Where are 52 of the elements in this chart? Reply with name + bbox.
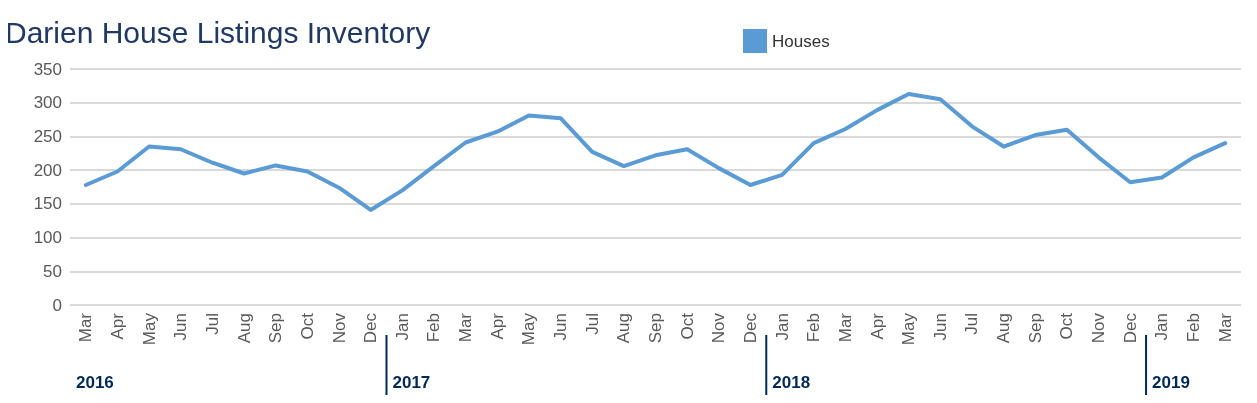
x-tick-label: Jan (1152, 313, 1172, 341)
x-tick-label: May (519, 312, 539, 346)
x-tick-label: Apr (487, 312, 507, 340)
legend-label: Houses (772, 31, 830, 51)
chart-title: Darien House Listings Inventory (5, 15, 431, 49)
x-tick-label: Jun (171, 313, 191, 341)
y-tick-label: 350 (33, 59, 62, 79)
x-tick-label: May (899, 312, 919, 346)
x-tick-label: Mar (76, 312, 96, 343)
y-tick-label: 50 (43, 261, 62, 281)
x-tick-label: Mar (456, 312, 476, 343)
x-tick-label: Jun (551, 313, 571, 341)
y-tick-label: 150 (33, 194, 62, 214)
x-tick-label: Jun (930, 313, 950, 341)
x-tick-label: Aug (614, 313, 634, 344)
x-tick-label: Dec (361, 312, 381, 344)
x-tick-label: Apr (107, 312, 127, 340)
x-tick-label: Sep (646, 313, 665, 344)
x-tick-label: Apr (867, 312, 887, 340)
text: 2016 (76, 372, 114, 392)
y-tick-label: 0 (52, 295, 62, 315)
x-tick-label: Feb (424, 313, 444, 343)
y-tick-label: 200 (33, 160, 62, 180)
x-tick-label: Sep (1025, 313, 1045, 344)
y-tick-label: 100 (33, 228, 62, 248)
x-tick-label: Dec (740, 312, 760, 344)
x-tick-label: May (139, 312, 159, 346)
x-tick-label: Nov (709, 312, 729, 344)
x-tick-label: Oct (297, 312, 317, 340)
x-tick-label: Jul (582, 313, 602, 335)
x-tick-label: Jan (772, 313, 792, 341)
text: 2017 (392, 372, 431, 392)
x-tick-label: Nov (329, 312, 349, 344)
x-tick-label: Oct (677, 312, 697, 340)
x-tick-label: Jan (392, 313, 412, 341)
x-tick-label: Aug (234, 313, 254, 344)
y-tick-label: 250 (33, 126, 62, 146)
x-tick-label: Dec (1120, 312, 1140, 344)
x-tick-label: Nov (1089, 312, 1109, 344)
text: 2018 (772, 372, 811, 392)
x-tick-label: Jul (962, 313, 982, 335)
x-tick-label: Oct (1057, 312, 1077, 340)
y-tick-label: 300 (33, 93, 62, 113)
x-tick-label: Sep (266, 313, 286, 344)
x-tick-label: Feb (1184, 313, 1204, 343)
x-tick-label: Mar (1215, 312, 1235, 343)
x-tick-label: Aug (994, 313, 1014, 344)
x-tick-label: Mar (835, 312, 855, 343)
x-tick-label: Jul (202, 313, 222, 335)
line-series (83, 91, 1228, 212)
text: 2019 (1152, 372, 1190, 392)
x-tick-label: Feb (804, 313, 824, 343)
